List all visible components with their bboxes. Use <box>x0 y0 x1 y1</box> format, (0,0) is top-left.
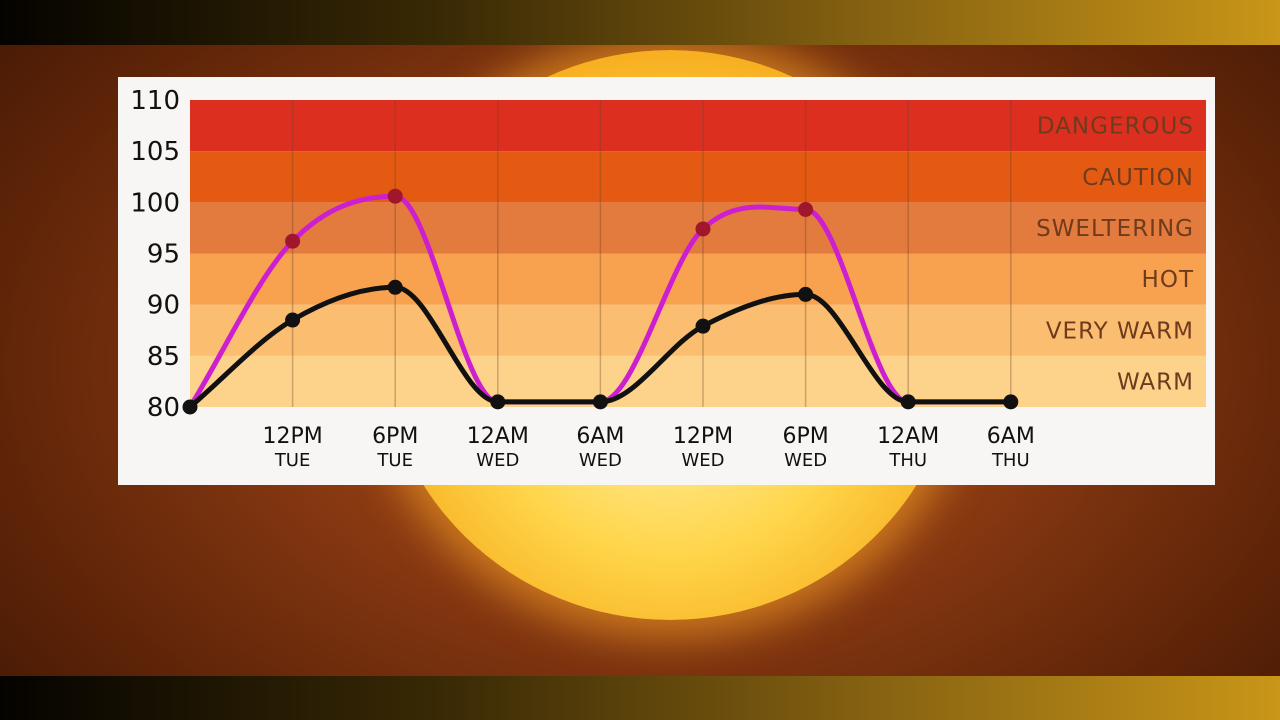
x-tick-time-4: 12PM <box>673 424 733 449</box>
y-tick-label-4: 100 <box>130 188 180 218</box>
series-0-point-0 <box>182 399 198 415</box>
series-1-point-6 <box>798 201 814 217</box>
bottom-letterbox-bar <box>0 676 1280 720</box>
y-tick-label-0: 80 <box>147 393 180 423</box>
x-tick-time-5: 6PM <box>782 424 828 449</box>
x-tick-time-3: 6AM <box>576 424 624 449</box>
y-tick-label-5: 105 <box>130 137 180 167</box>
series-0-point-2 <box>387 279 403 295</box>
x-tick-time-1: 6PM <box>372 424 418 449</box>
zone-label-2: HOT <box>1142 267 1194 293</box>
series-0-point-6 <box>798 286 814 302</box>
y-tick-label-1: 85 <box>147 342 180 372</box>
zone-label-3: SWELTERING <box>1036 216 1194 242</box>
series-1-point-5 <box>695 221 711 237</box>
y-tick-label-2: 90 <box>147 291 180 321</box>
series-0-point-1 <box>285 312 301 328</box>
series-0-point-8 <box>1003 394 1019 410</box>
x-tick-day-1: TUE <box>376 450 413 471</box>
series-0-point-5 <box>695 318 711 334</box>
top-letterbox-bar <box>0 0 1280 45</box>
x-tick-time-2: 12AM <box>467 424 529 449</box>
zone-band-5 <box>190 100 1206 152</box>
heat-index-chart: WARM VERY WARM HOT SWELTERING CAUTION DANGERO… <box>130 86 1206 471</box>
series-1-point-1 <box>285 233 301 249</box>
zone-label-5: DANGEROUS <box>1037 114 1194 140</box>
y-tick-label-3: 95 <box>147 240 180 270</box>
x-tick-day-2: WED <box>476 450 519 471</box>
series-0-point-7 <box>900 394 916 410</box>
x-tick-time-0: 12PM <box>262 424 322 449</box>
zone-band-4 <box>190 151 1206 203</box>
heat-index-chart-card: WARM VERY WARM HOT SWELTERING CAUTION DANGERO… <box>118 77 1215 485</box>
x-tick-time-7: 6AM <box>987 424 1035 449</box>
x-tick-day-0: TUE <box>274 450 311 471</box>
y-tick-label-6: 110 <box>130 86 180 116</box>
x-tick-day-5: WED <box>784 450 827 471</box>
x-tick-day-4: WED <box>681 450 724 471</box>
zone-band-2 <box>190 253 1206 305</box>
zone-band-0 <box>190 355 1206 407</box>
series-0-point-3 <box>490 394 506 410</box>
series-1-point-2 <box>387 188 403 204</box>
x-tick-day-3: WED <box>579 450 622 471</box>
x-tick-day-7: THU <box>991 450 1030 471</box>
zone-label-1: VERY WARM <box>1046 318 1194 344</box>
x-tick-time-6: 12AM <box>877 424 939 449</box>
x-tick-day-6: THU <box>888 450 927 471</box>
zone-label-4: CAUTION <box>1082 165 1194 191</box>
zone-label-0: WARM <box>1117 369 1194 395</box>
series-0-point-4 <box>592 394 608 410</box>
